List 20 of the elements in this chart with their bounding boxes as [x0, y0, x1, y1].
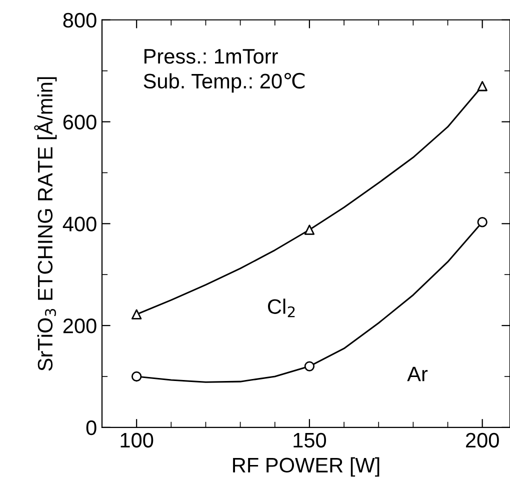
y-tick-label: 200: [63, 318, 96, 334]
annotation: Press.: 1mTorr: [144, 49, 278, 64]
annotation: Sub. Temp.: 20℃: [144, 72, 304, 93]
point: [477, 217, 488, 228]
point: [477, 81, 488, 92]
x-tick-label: 100: [120, 432, 154, 448]
x-tick-label: 150: [294, 432, 326, 448]
y-tick-label: 800: [63, 12, 96, 28]
point: [304, 224, 315, 235]
text: Ar: [407, 366, 428, 382]
point: [304, 361, 315, 372]
point: [131, 309, 142, 320]
x-tick-label: 200: [466, 432, 499, 448]
y-tick-label: 600: [63, 114, 96, 130]
y-tick-label: 0: [86, 420, 96, 436]
y-axis-title: SrTiO$_{3}$ ETCHING RATE [Å/min]: [34, 77, 57, 371]
x-axis-title: RF POWER [W]: [233, 457, 380, 477]
point: [131, 371, 142, 382]
y-tick-label: 400: [62, 216, 96, 232]
series-label: Cl$_{2}$: [268, 298, 295, 318]
